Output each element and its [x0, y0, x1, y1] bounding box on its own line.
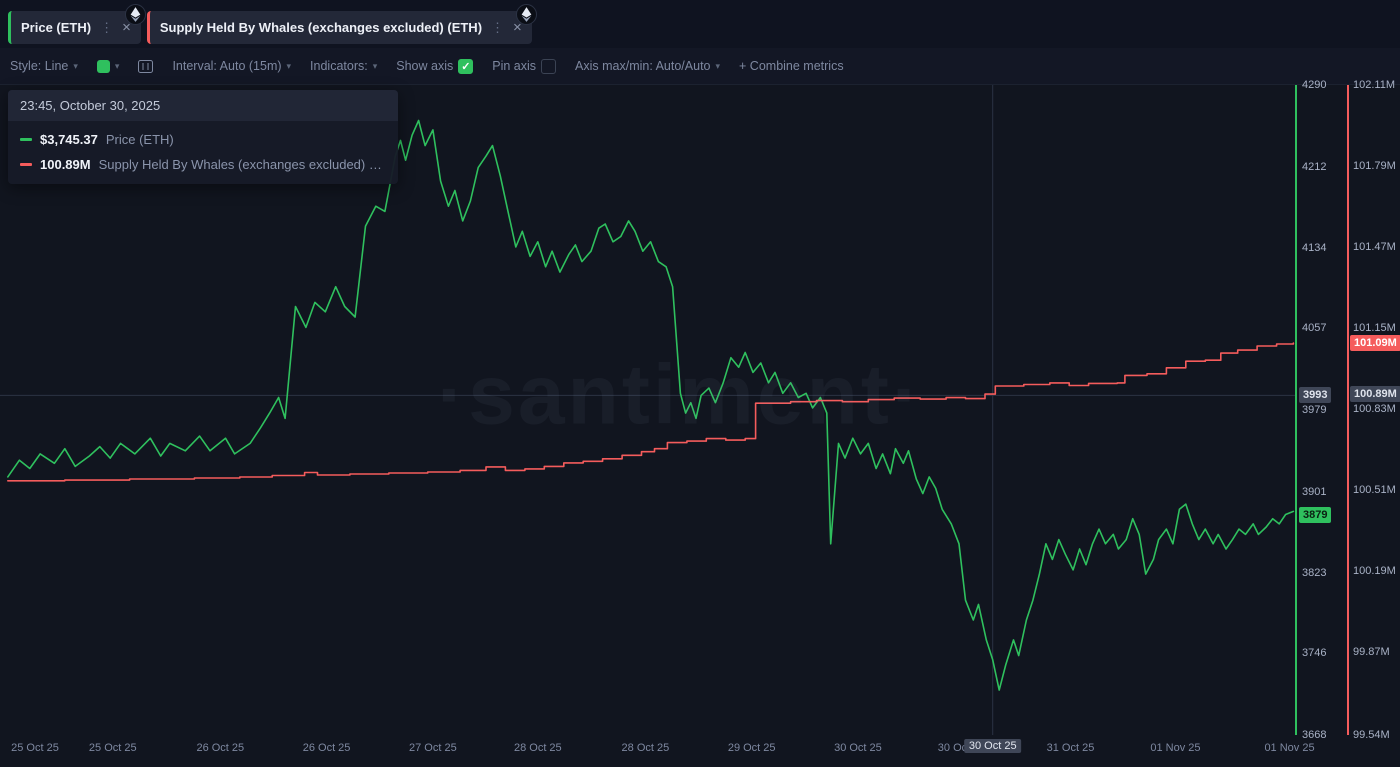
pin-axis-label: Pin axis: [492, 59, 537, 73]
chart-area[interactable]: ·santiment· 4290 4212 4134 4057 3979 3901 3823…: [0, 79, 1400, 767]
time-axis-label: 30 Oct 25: [834, 742, 882, 754]
time-crosshair-badge: 30 Oct 25: [963, 739, 1022, 753]
supply-axis-line: [1347, 85, 1349, 735]
chart-toolbar: Style: Line ▾ ▾ Interval: Auto (15m) ▾ Ind…: [0, 48, 1400, 85]
show-axis-label: Show axis: [396, 59, 454, 73]
chevron-down-icon: ▾: [372, 60, 378, 71]
time-axis-label: 31 Oct 25: [1046, 742, 1095, 754]
tab-close-icon[interactable]: ×: [122, 19, 131, 36]
color-swatch: [96, 59, 110, 73]
tab-options-icon[interactable]: ⋮: [100, 20, 114, 35]
metric-tab-whale-supply[interactable]: Supply Held By Whales (exchanges exclude…: [146, 11, 532, 44]
time-axis-label: 29 Oct 25: [727, 742, 776, 754]
time-axis-label: 25 Oct 25: [11, 742, 59, 754]
style-selector[interactable]: Style: Line ▾: [10, 59, 78, 73]
metric-tab-price[interactable]: Price (ETH) ⋮ ×: [8, 11, 141, 44]
tooltip-price-label: Price (ETH): [105, 132, 174, 147]
supply-axis-tick: 100.83M: [1353, 402, 1396, 415]
price-axis-tick: 3823: [1302, 567, 1327, 580]
axis-maxmin-selector[interactable]: Axis max/min: Auto/Auto ▾: [575, 59, 720, 73]
tooltip-date: 23:45, October 30, 2025: [8, 90, 398, 121]
time-axis-label: 27 Oct 25: [409, 742, 457, 754]
supply-axis-tick: 99.87M: [1353, 645, 1390, 658]
chevron-down-icon: ▾: [286, 60, 292, 71]
indicators-selector-label: Indicators:: [310, 59, 368, 73]
time-axis-label: 26 Oct 25: [302, 742, 351, 754]
price-axis-tick: 3979: [1302, 404, 1327, 416]
price-axis-tick: 4057: [1302, 322, 1327, 335]
time-axis-label: 28 Oct 25: [513, 742, 562, 754]
supply-axis-tick: 102.11M: [1353, 79, 1395, 91]
tooltip-supply-label: Supply Held By Whales (exchanges exclude…: [98, 157, 386, 172]
tooltip-supply-value: 100.89M: [40, 157, 91, 172]
supply-axis-tick: 101.79M: [1353, 159, 1396, 172]
combine-metrics-button[interactable]: + Combine metrics: [739, 59, 844, 73]
supply-axis-tick: 101.47M: [1353, 240, 1396, 253]
price-axis[interactable]: 4290 4212 4134 4057 3979 3901 3823 3746 3668: [1302, 79, 1344, 741]
show-axis-toggle[interactable]: Show axis: [396, 58, 474, 74]
supply-series-dash-icon: [20, 163, 32, 166]
supply-axis-tick: 99.54M: [1353, 729, 1390, 741]
time-axis-label: 26 Oct 25: [196, 742, 245, 754]
supply-axis-tick: 101.15M: [1353, 321, 1396, 334]
time-axis[interactable]: 25 Oct 25 25 Oct 25 26 Oct 25 26 Oct 25 27 O…: [0, 742, 1314, 758]
chevron-down-icon: ▾: [73, 60, 78, 71]
chart-plot[interactable]: [0, 85, 1296, 735]
eth-logo-icon: [516, 4, 537, 25]
time-axis-label: 25 Oct 25: [88, 742, 137, 754]
metric-tabs: Price (ETH) ⋮ × Supply Held By Whales (e…: [0, 0, 1400, 44]
price-series-dash-icon: [20, 138, 32, 141]
tab-close-icon[interactable]: ×: [513, 19, 522, 36]
indicators-selector[interactable]: Indicators: ▾: [310, 59, 377, 73]
supply-axis-tick: 100.19M: [1353, 564, 1396, 577]
supply-crosshair-badge: 100.89M: [1350, 385, 1400, 402]
metric-tab-price-label: Price (ETH): [21, 20, 92, 35]
price-axis-tick: 3901: [1302, 485, 1327, 498]
pin-axis-toggle[interactable]: Pin axis: [492, 58, 557, 74]
tooltip-row-supply: 100.89M Supply Held By Whales (exchanges…: [20, 157, 386, 172]
combine-metrics-label: + Combine metrics: [739, 59, 844, 73]
time-axis-label: 01 Nov 25: [1264, 742, 1315, 754]
tab-bar: Price (ETH) ⋮ × Supply Held By Whales (e…: [0, 0, 1400, 48]
style-selector-label: Style: Line: [10, 59, 69, 73]
supply-current-badge: 101.09M: [1350, 334, 1400, 351]
price-axis-tick: 4212: [1302, 160, 1327, 173]
time-axis-label: 01 Nov 25: [1150, 742, 1201, 754]
eth-logo-icon: [125, 4, 146, 25]
tooltip-row-price: $3,745.37 Price (ETH): [20, 132, 386, 147]
axis-maxmin-label: Axis max/min: Auto/Auto: [575, 59, 711, 73]
price-axis-tick: 4290: [1302, 79, 1327, 91]
price-axis-tick: 3746: [1302, 647, 1327, 660]
interval-icon: [138, 59, 154, 73]
color-swatch-selector[interactable]: ▾: [96, 59, 120, 73]
price-axis-tick: 4134: [1302, 242, 1327, 255]
chevron-down-icon: ▾: [715, 60, 721, 71]
chevron-down-icon: ▾: [114, 60, 120, 71]
interval-selector-label: Interval: Auto (15m): [172, 59, 282, 73]
show-axis-checkbox[interactable]: [458, 58, 474, 74]
metric-tab-whale-supply-label: Supply Held By Whales (exchanges exclude…: [159, 20, 483, 35]
tooltip-body: $3,745.37 Price (ETH) 100.89M Supply Hel…: [8, 121, 398, 184]
pin-axis-checkbox[interactable]: [541, 58, 557, 74]
price-crosshair-badge: 3993: [1299, 387, 1332, 404]
tab-options-icon[interactable]: ⋮: [491, 20, 505, 35]
supply-axis[interactable]: 102.11M 101.79M 101.47M 101.15M 100.83M 100.5…: [1353, 79, 1399, 741]
chart-tooltip: 23:45, October 30, 2025 $3,745.37 Price …: [8, 90, 398, 184]
tooltip-price-value: $3,745.37: [40, 132, 98, 147]
interval-selector[interactable]: Interval: Auto (15m) ▾: [172, 59, 291, 73]
time-axis-label: 28 Oct 25: [621, 742, 670, 754]
supply-axis-tick: 100.51M: [1353, 483, 1396, 496]
price-axis-tick: 3668: [1302, 729, 1327, 741]
price-axis-line: [1295, 85, 1297, 735]
price-current-badge: 3879: [1299, 506, 1332, 523]
interval-icon-button[interactable]: [138, 59, 154, 73]
